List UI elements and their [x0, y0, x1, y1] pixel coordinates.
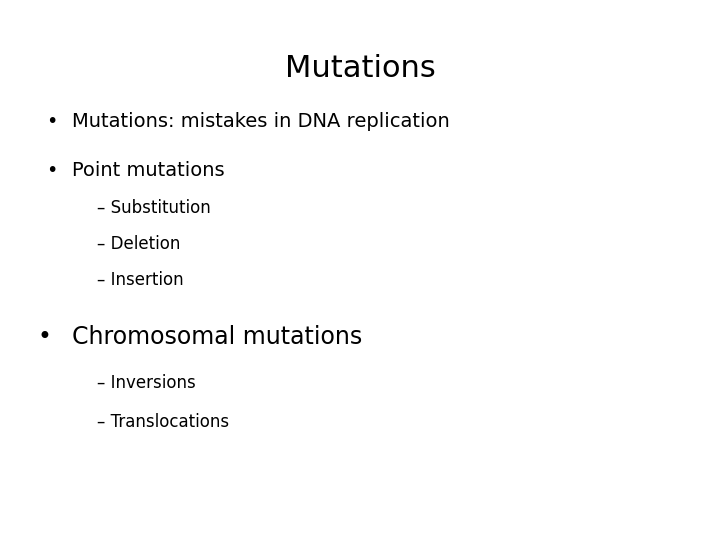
Text: – Translocations: – Translocations — [97, 413, 230, 431]
Text: Mutations: Mutations — [284, 54, 436, 83]
Text: Chromosomal mutations: Chromosomal mutations — [72, 326, 362, 349]
Text: – Deletion: – Deletion — [97, 235, 181, 253]
Text: – Inversions: – Inversions — [97, 374, 196, 393]
Text: Mutations: mistakes in DNA replication: Mutations: mistakes in DNA replication — [72, 112, 450, 131]
Text: Point mutations: Point mutations — [72, 160, 225, 180]
Text: •: • — [37, 326, 52, 349]
Text: – Substitution: – Substitution — [97, 199, 211, 217]
Text: •: • — [46, 112, 58, 131]
Text: – Insertion: – Insertion — [97, 271, 184, 289]
Text: •: • — [46, 160, 58, 180]
